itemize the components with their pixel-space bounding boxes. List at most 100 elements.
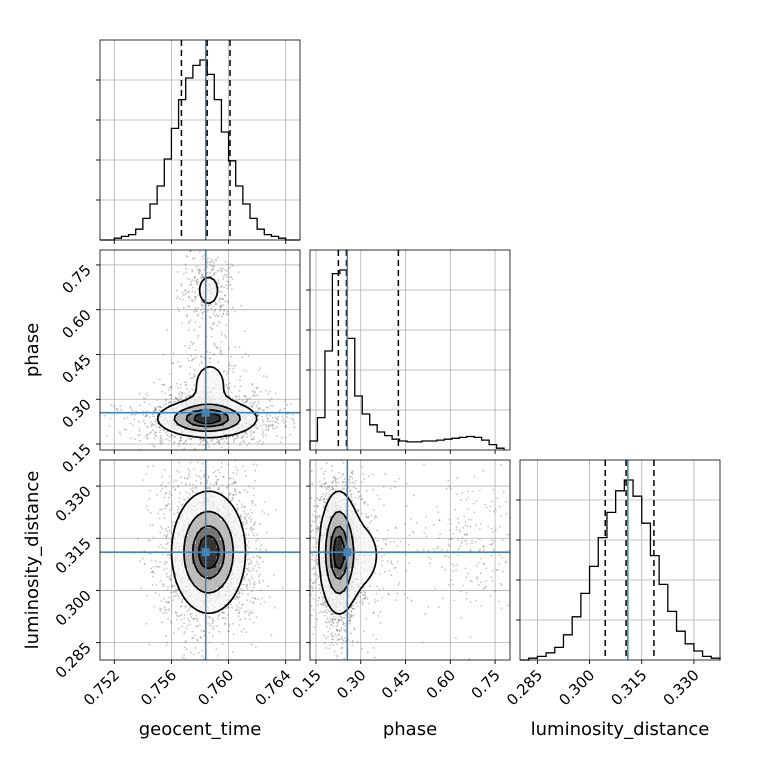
scatter-point xyxy=(152,410,155,412)
scatter-point xyxy=(245,534,248,536)
scatter-point xyxy=(166,530,168,533)
scatter-point xyxy=(207,622,210,625)
scatter-point xyxy=(228,494,231,497)
scatter-point xyxy=(194,375,196,377)
density-cell xyxy=(232,414,237,419)
scatter-point xyxy=(223,370,226,372)
scatter-point xyxy=(167,617,170,620)
marginal-histogram-phase xyxy=(306,249,511,454)
scatter-point xyxy=(244,401,247,404)
scatter-point xyxy=(202,629,205,632)
density-cell xyxy=(240,414,245,419)
scatter-point xyxy=(256,598,259,601)
scatter-point xyxy=(203,630,205,633)
scatter-point xyxy=(186,478,189,480)
scatter-point xyxy=(222,643,224,646)
scatter-point xyxy=(131,424,134,427)
density-cell xyxy=(236,548,241,553)
density-cell xyxy=(192,548,197,553)
scatter-point xyxy=(257,414,259,417)
scatter-point xyxy=(236,604,238,607)
density-cell xyxy=(228,504,233,509)
scatter-point xyxy=(200,356,203,359)
scatter-point xyxy=(164,507,167,509)
scatter-point xyxy=(249,610,252,612)
scatter-point xyxy=(138,392,141,395)
scatter-point xyxy=(237,452,239,454)
scatter-point xyxy=(175,611,178,614)
scatter-point xyxy=(159,441,162,444)
scatter-point xyxy=(230,695,232,697)
scatter-point xyxy=(236,596,239,598)
scatter-point xyxy=(231,497,234,500)
scatter-point xyxy=(179,365,181,368)
scatter-point xyxy=(193,298,196,301)
scatter-point xyxy=(275,508,278,511)
scatter-point xyxy=(242,399,244,402)
scatter-point xyxy=(248,580,251,583)
scatter-point xyxy=(222,662,224,664)
density-cell xyxy=(224,512,229,517)
scatter-point xyxy=(242,435,245,437)
density-cell xyxy=(208,378,213,383)
scatter-point xyxy=(186,624,189,627)
scatter-point xyxy=(179,437,182,440)
scatter-point xyxy=(171,434,173,437)
scatter-point xyxy=(226,613,229,616)
scatter-point xyxy=(191,270,194,273)
scatter-point xyxy=(168,475,171,478)
scatter-point xyxy=(216,269,219,272)
scatter-point xyxy=(220,304,223,307)
panel-frame xyxy=(99,249,301,451)
scatter-point xyxy=(200,469,203,472)
scatter-point xyxy=(259,573,262,576)
scatter-point xyxy=(232,306,234,309)
density-cell xyxy=(220,512,225,517)
scatter-point xyxy=(226,301,229,304)
scatter-point xyxy=(189,443,192,445)
scatter-point xyxy=(172,401,175,403)
scatter-point xyxy=(192,357,195,360)
density-cell xyxy=(172,540,177,545)
density-cell xyxy=(176,418,181,423)
scatter-point xyxy=(242,520,245,523)
scatter-point xyxy=(216,441,218,444)
scatter-point xyxy=(279,441,282,444)
scatter-point xyxy=(181,625,184,628)
density-cell xyxy=(212,430,217,435)
density-cell xyxy=(212,540,217,545)
scatter-point xyxy=(125,428,128,431)
scatter-point xyxy=(220,285,223,288)
scatter-point xyxy=(165,635,168,638)
scatter-point xyxy=(115,408,118,410)
scatter-point xyxy=(254,597,257,600)
scatter-point xyxy=(225,436,228,439)
density-cell xyxy=(236,532,241,537)
scatter-point xyxy=(172,362,175,365)
scatter-point xyxy=(246,400,248,402)
scatter-point xyxy=(170,538,172,540)
scatter-point xyxy=(198,444,201,446)
scatter-point xyxy=(176,469,179,472)
density-cell xyxy=(196,422,201,427)
scatter-point xyxy=(157,512,160,515)
scatter-point xyxy=(195,625,198,628)
scatter-point xyxy=(172,513,175,515)
scatter-point xyxy=(185,627,188,630)
scatter-point xyxy=(236,595,238,598)
scatter-point xyxy=(213,442,216,445)
scatter-point xyxy=(228,436,231,438)
density-cell xyxy=(220,500,225,505)
density-cell xyxy=(236,540,241,545)
scatter-point xyxy=(261,429,264,431)
density-cell xyxy=(212,532,217,537)
density-cell xyxy=(224,532,229,537)
scatter-point xyxy=(251,502,254,505)
density-cell xyxy=(172,532,177,537)
scatter-point xyxy=(174,589,177,591)
scatter-point xyxy=(232,397,234,400)
scatter-point xyxy=(257,556,260,558)
scatter-point xyxy=(222,313,225,316)
density-cell xyxy=(228,418,233,423)
density-cell xyxy=(228,536,233,541)
